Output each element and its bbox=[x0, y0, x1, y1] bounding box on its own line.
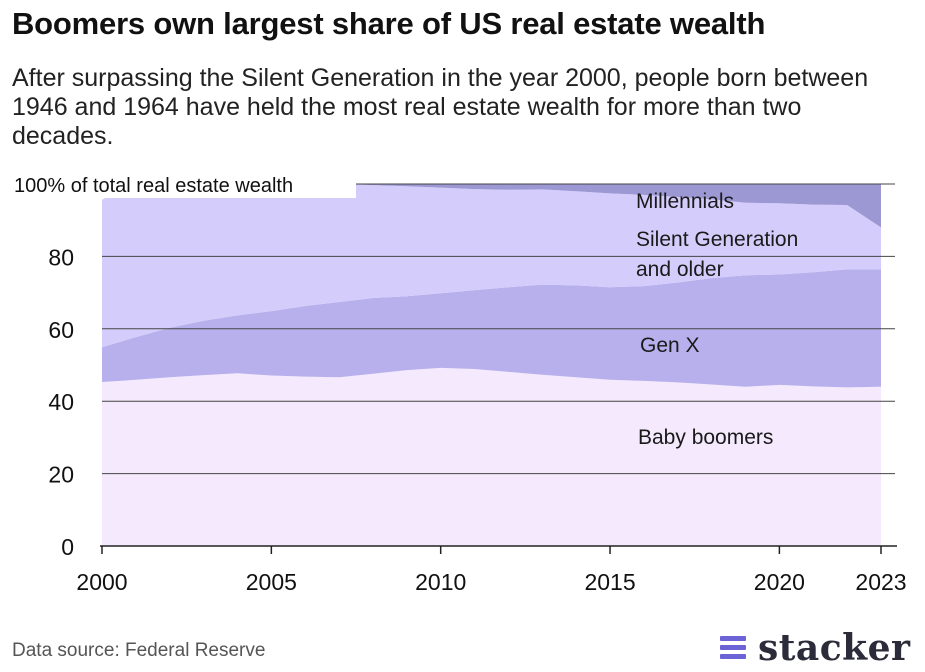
data-source: Data source: Federal Reserve bbox=[12, 640, 266, 661]
x-tick-label: 2005 bbox=[246, 569, 297, 595]
area-millennials bbox=[102, 184, 881, 228]
y-tick-label: 0 bbox=[61, 534, 74, 560]
stacker-logo: stacker bbox=[718, 628, 910, 668]
x-tick-label: 2015 bbox=[584, 569, 635, 595]
y-axis: 0 20 40 60 80 100% of total real estate wealt… bbox=[10, 172, 356, 560]
y-tick-label: 20 bbox=[48, 462, 74, 488]
x-tick-label: 2020 bbox=[754, 569, 805, 595]
series-labels: Millennials Silent Generation and older Gen… bbox=[636, 190, 798, 449]
y-tick-label: 80 bbox=[48, 244, 74, 270]
y-tick-label: 40 bbox=[48, 389, 74, 415]
area-silent bbox=[102, 184, 881, 348]
chart-title: Boomers own largest share of US real est… bbox=[12, 6, 766, 41]
chart-subtitle: After surpassing the Silent Generation i… bbox=[12, 64, 869, 150]
y-tick-label: 60 bbox=[48, 317, 74, 343]
series-label-silent: Silent Generation and older bbox=[636, 228, 798, 281]
stacker-logo-icon bbox=[720, 636, 746, 659]
x-tick-label: 2023 bbox=[855, 569, 906, 595]
gridlines bbox=[102, 183, 895, 475]
x-axis: 2000 2005 2010 2015 2020 2023 bbox=[76, 545, 907, 595]
x-tick-label: 2000 bbox=[76, 569, 127, 595]
y-axis-label: 100% of total real estate wealth bbox=[14, 175, 293, 197]
series-label-boomers: Baby boomers bbox=[638, 426, 773, 449]
y-axis-label-bg bbox=[10, 172, 356, 198]
series-label-genx: Gen X bbox=[640, 334, 700, 357]
area-boomers bbox=[102, 367, 881, 546]
x-tick-label: 2010 bbox=[415, 569, 466, 595]
series-label-millennials: Millennials bbox=[636, 190, 734, 213]
stacker-logo-text: stacker bbox=[758, 627, 911, 669]
